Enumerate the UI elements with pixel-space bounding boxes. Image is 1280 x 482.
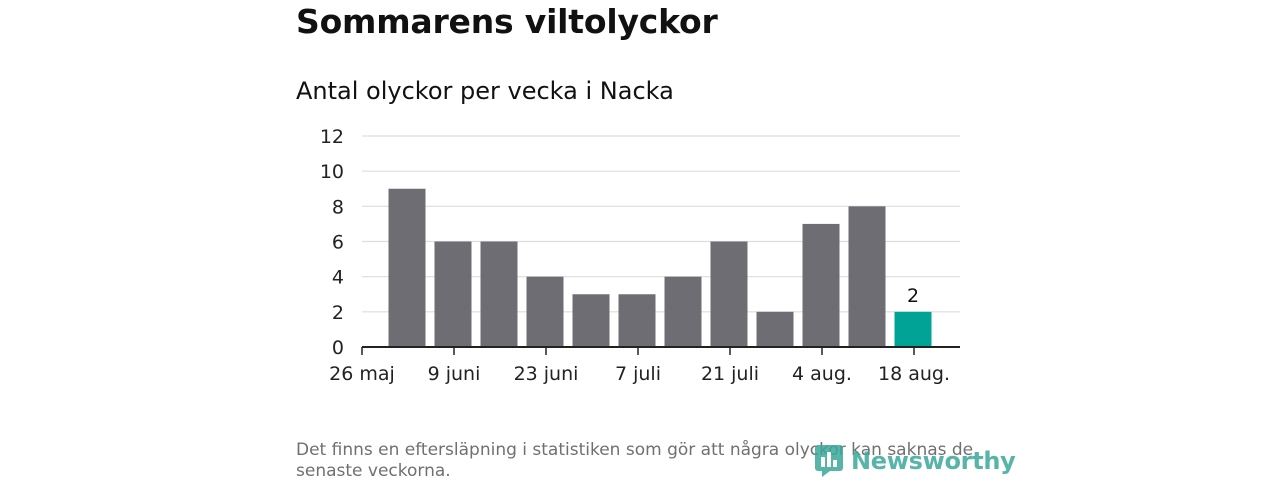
bar <box>434 241 472 347</box>
chart-title: Sommarens viltolyckor <box>296 2 718 41</box>
y-tick-label: 2 <box>332 302 344 324</box>
y-tick-label: 10 <box>320 161 344 183</box>
x-tick-label: 21 juli <box>701 363 759 385</box>
footnote: Det finns en eftersläpning i statistiken… <box>296 440 974 481</box>
y-axis-ticks: 0 2 4 6 8 10 12 <box>320 126 344 359</box>
x-tick-label: 9 juni <box>428 363 481 385</box>
bar <box>710 241 748 347</box>
bar <box>848 206 886 347</box>
y-tick-label: 4 <box>332 267 344 289</box>
newsworthy-logo: Newsworthy <box>814 444 1016 478</box>
x-tick-label: 26 maj <box>329 363 395 385</box>
x-tick-label: 7 juli <box>615 363 661 385</box>
y-tick-label: 8 <box>332 196 344 218</box>
data-labels: 2 <box>907 285 919 307</box>
bar <box>480 241 518 347</box>
bar <box>802 223 840 347</box>
x-tick-label: 18 aug. <box>878 363 950 385</box>
bar <box>618 294 656 347</box>
y-tick-label: 12 <box>320 126 344 148</box>
bar <box>894 311 932 347</box>
highlight-data-label: 2 <box>907 285 919 307</box>
bar-chart: 0 2 4 6 8 10 12 26 maj 9 juni 23 juni 7 juli 21 ju… <box>320 126 960 385</box>
bar <box>526 276 564 347</box>
x-tick-label: 4 aug. <box>792 363 852 385</box>
y-tick-label: 0 <box>332 337 344 359</box>
bar <box>572 294 610 347</box>
y-tick-label: 6 <box>332 232 344 254</box>
newsworthy-logo-text: Newsworthy <box>851 447 1016 475</box>
bar <box>756 311 794 347</box>
bar <box>664 276 702 347</box>
bars <box>388 188 932 347</box>
newsworthy-logo-icon <box>815 445 843 477</box>
x-tick-label: 23 juni <box>514 363 579 385</box>
chart-subtitle: Antal olyckor per vecka i Nacka <box>296 77 674 105</box>
x-axis-ticks: 26 maj 9 juni 23 juni 7 juli 21 juli 4 aug. 18… <box>329 347 950 385</box>
bar <box>388 188 426 347</box>
